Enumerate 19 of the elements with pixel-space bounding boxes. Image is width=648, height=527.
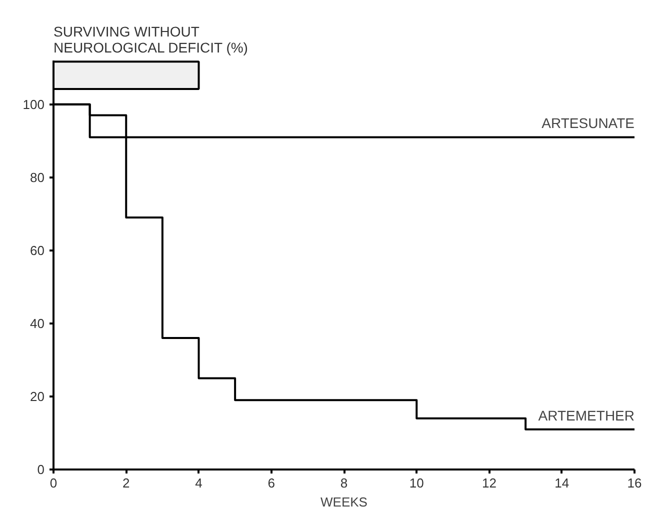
series-label: ARTEMETHER <box>538 407 635 424</box>
x-tick-label: 2 <box>122 476 130 490</box>
y-tick-label: 60 <box>30 242 45 258</box>
y-tick-label: 100 <box>22 96 45 112</box>
x-tick-label: 10 <box>409 476 424 490</box>
x-tick-label: 6 <box>268 476 275 490</box>
x-tick-label: 14 <box>554 476 570 490</box>
y-tick-label: 40 <box>30 316 45 331</box>
x-tick-label: 16 <box>627 476 642 490</box>
x-axis-title: WEEKS <box>320 494 368 510</box>
x-tick-label: 8 <box>340 476 348 490</box>
y-axis-title: SURVIVING WITHOUT NEUROLOGICAL DEFICIT (%) <box>54 24 248 56</box>
y-tick-label: 20 <box>30 388 45 404</box>
series-label: ARTESUNATE <box>542 115 635 132</box>
x-tick-label: 4 <box>195 476 202 490</box>
y-tick-label: 0 <box>37 462 45 477</box>
x-tick-label: 0 <box>50 476 58 490</box>
x-tick-label: 12 <box>482 476 496 490</box>
y-tick-label: 80 <box>30 170 45 185</box>
